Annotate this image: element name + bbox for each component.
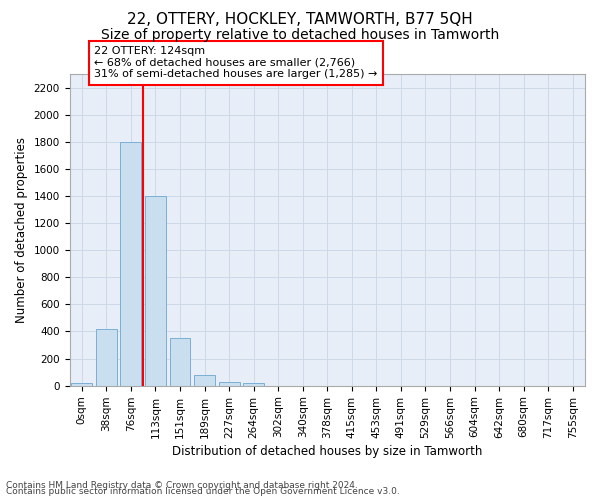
Text: Size of property relative to detached houses in Tamworth: Size of property relative to detached ho… [101,28,499,42]
Text: 22 OTTERY: 124sqm
← 68% of detached houses are smaller (2,766)
31% of semi-detac: 22 OTTERY: 124sqm ← 68% of detached hous… [94,46,377,80]
Bar [71,383,92,386]
Text: Contains public sector information licensed under the Open Government Licence v3: Contains public sector information licen… [6,488,400,496]
X-axis label: Distribution of detached houses by size in Tamworth: Distribution of detached houses by size … [172,444,482,458]
Bar [170,338,190,386]
Text: Contains HM Land Registry data © Crown copyright and database right 2024.: Contains HM Land Registry data © Crown c… [6,481,358,490]
Bar [218,382,239,386]
Bar [243,383,264,386]
Bar [145,196,166,386]
Bar [121,142,142,386]
Y-axis label: Number of detached properties: Number of detached properties [15,137,28,323]
Text: 22, OTTERY, HOCKLEY, TAMWORTH, B77 5QH: 22, OTTERY, HOCKLEY, TAMWORTH, B77 5QH [127,12,473,28]
Bar [194,375,215,386]
Bar [96,329,117,386]
